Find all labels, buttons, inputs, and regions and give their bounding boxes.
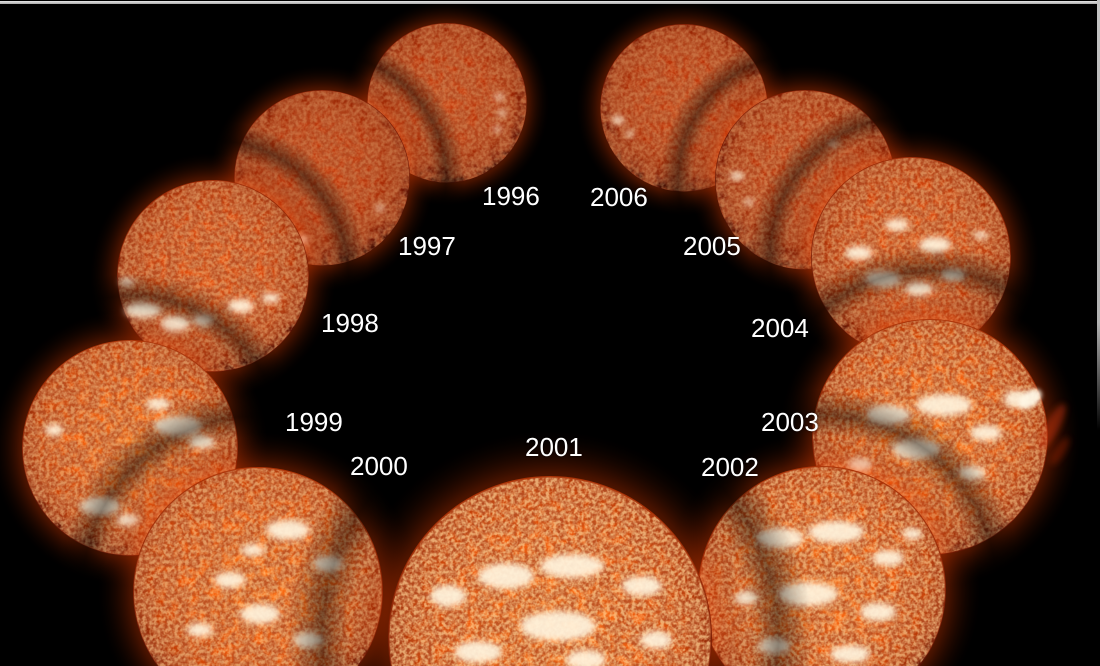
year-label-2000: 2000 <box>350 451 408 481</box>
active-region <box>241 544 265 556</box>
active-region <box>376 205 384 211</box>
year-label-1996: 1996 <box>482 181 540 211</box>
active-region <box>640 631 672 649</box>
active-regions <box>493 94 506 132</box>
active-region <box>872 550 904 566</box>
active-region <box>498 110 506 116</box>
active-regions <box>430 554 672 666</box>
active-region <box>146 398 170 410</box>
active-region <box>266 520 310 540</box>
top-border-line <box>0 1 1100 4</box>
active-region <box>214 572 246 588</box>
active-region <box>240 604 280 624</box>
active-region <box>830 645 870 663</box>
active-region <box>540 554 604 578</box>
year-label-1999: 1999 <box>285 407 343 437</box>
active-region <box>730 172 744 180</box>
active-region <box>622 576 662 596</box>
sun-2001 <box>287 375 813 666</box>
year-label-2006: 2006 <box>590 182 648 212</box>
active-region <box>612 116 624 124</box>
active-region <box>744 199 754 205</box>
year-label-2003: 2003 <box>761 407 819 437</box>
active-region <box>262 293 280 303</box>
right-border-strip <box>1097 0 1100 430</box>
active-region <box>860 603 896 621</box>
active-regions <box>612 116 634 137</box>
active-region <box>454 641 502 663</box>
active-region <box>566 650 606 666</box>
active-region <box>845 246 873 260</box>
active-region <box>974 231 988 239</box>
active-region <box>970 425 1002 441</box>
active-region <box>187 623 213 637</box>
active-region <box>808 521 864 543</box>
active-region <box>45 424 63 436</box>
year-label-2002: 2002 <box>701 452 759 482</box>
year-label-2005: 2005 <box>683 231 741 261</box>
year-label-2004: 2004 <box>751 313 809 343</box>
year-label-1998: 1998 <box>321 308 379 338</box>
active-region <box>916 394 972 416</box>
active-region <box>493 126 501 132</box>
prominence-eruption <box>1018 389 1070 465</box>
year-label-2001: 2001 <box>525 432 583 462</box>
active-region <box>902 528 922 540</box>
active-region <box>520 611 596 641</box>
active-region <box>478 563 534 589</box>
active-region <box>430 585 466 607</box>
year-label-1997: 1997 <box>398 231 456 261</box>
active-region <box>626 131 634 137</box>
active-region <box>494 94 504 100</box>
active-region <box>885 219 909 231</box>
